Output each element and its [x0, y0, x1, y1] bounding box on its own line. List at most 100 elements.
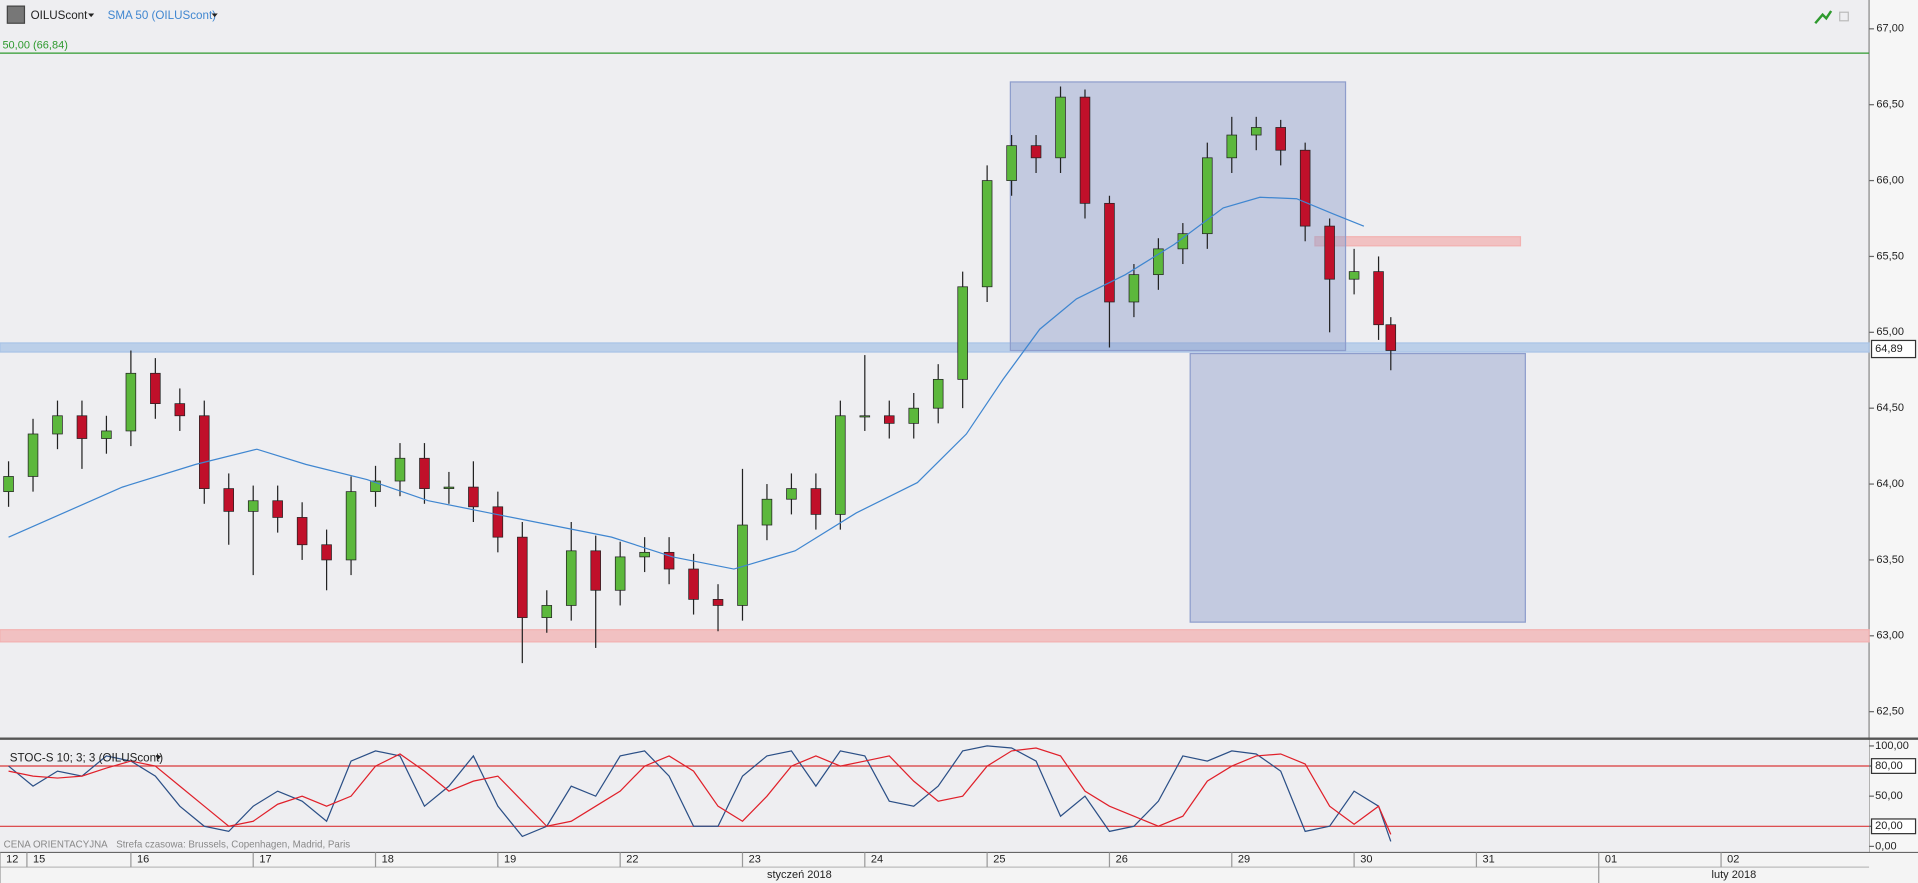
- dropdown-arrow[interactable]: [88, 13, 95, 18]
- price-band: [0, 342, 1870, 353]
- candle-body: [541, 605, 553, 618]
- candle-body: [3, 476, 14, 493]
- x-tick-label: 22: [626, 854, 638, 866]
- x-tick-label: 17: [259, 854, 271, 866]
- price-band: [1314, 236, 1522, 247]
- candle-body: [101, 430, 112, 439]
- candle-body: [1299, 149, 1311, 227]
- candle-body: [443, 486, 455, 489]
- x-tick-label: 12: [6, 854, 18, 866]
- stoch-line: [8, 747, 1392, 835]
- candle-body: [296, 517, 308, 546]
- indicator-legend[interactable]: SMA 50 (OILUScont): [108, 9, 217, 22]
- candle-body: [419, 457, 430, 489]
- date-axis-bg: [0, 852, 1918, 883]
- x-tick-label: 18: [382, 854, 394, 866]
- candle-body: [639, 551, 650, 558]
- candle-body: [345, 491, 357, 561]
- y-tick-label: 66,50: [1876, 99, 1904, 111]
- candle-body: [76, 415, 88, 439]
- y-tick-label: 80,00: [1875, 760, 1903, 772]
- candle-body: [957, 286, 968, 380]
- candle-body: [1006, 145, 1017, 181]
- level-label: 50,00 (66,84): [2, 40, 67, 52]
- candle-body: [1055, 96, 1066, 159]
- y-tick-label: 67,00: [1876, 23, 1904, 35]
- candle-body: [27, 433, 39, 477]
- last-price-label: 64,89: [1875, 343, 1903, 355]
- candle-body: [223, 488, 235, 512]
- x-tick-label: 02: [1727, 854, 1739, 866]
- candle-body: [199, 415, 210, 489]
- candle-body: [932, 378, 944, 409]
- candle-body: [835, 415, 846, 515]
- y-tick-label: 64,00: [1876, 478, 1904, 490]
- symbol-icon[interactable]: [6, 5, 26, 24]
- candle-body: [468, 486, 479, 508]
- main-plot-bg: [0, 0, 1870, 738]
- tick-box: [1870, 758, 1917, 774]
- y-tick-label: 0,00: [1875, 840, 1896, 852]
- candle-body: [1079, 96, 1091, 204]
- symbol-label[interactable]: OILUScont: [31, 9, 89, 22]
- candle-body: [614, 556, 626, 591]
- plot-layer: 67,00 66,50 66,00 65,50 65,00 64,50 64,00 63,50…: [0, 23, 1904, 842]
- candle-body: [1104, 202, 1115, 303]
- candle-body: [174, 403, 186, 417]
- timezone-note: Strefa czasowa: Brussels, Copenhagen, Ma…: [116, 840, 350, 851]
- candle-body: [810, 488, 822, 515]
- candle-body: [1226, 134, 1238, 159]
- candle-body: [786, 488, 797, 500]
- candle-body: [1202, 157, 1213, 235]
- candle-body: [688, 568, 699, 600]
- stoch-plot-bg: [0, 739, 1870, 853]
- x-tick-label: 01: [1605, 854, 1617, 866]
- candle-body: [492, 506, 504, 538]
- x-tick-label: 29: [1238, 854, 1250, 866]
- price-note: CENA ORIENTACYJNA: [4, 840, 108, 851]
- x-tick-label: 19: [504, 854, 516, 866]
- candle-body: [859, 415, 871, 418]
- month-label: luty 2018: [1712, 869, 1757, 881]
- y-tick-label: 64,50: [1876, 402, 1904, 414]
- candle-body: [1373, 271, 1384, 326]
- range-zone: [1009, 81, 1347, 352]
- stoch-title[interactable]: STOC-S 10; 3; 3 (OILUScont): [10, 751, 163, 764]
- y-tick-label: 65,50: [1876, 250, 1904, 262]
- y-tick-label: 65,00: [1876, 326, 1904, 338]
- candle-body: [370, 480, 381, 493]
- candle-body: [517, 536, 528, 618]
- candle-body: [1250, 127, 1262, 136]
- price-band: [0, 629, 1870, 643]
- candle-body: [761, 498, 773, 526]
- candle-body: [884, 415, 895, 424]
- y-tick-label: 66,00: [1876, 174, 1904, 186]
- candle-body: [1324, 225, 1335, 280]
- x-tick-label: 15: [33, 854, 45, 866]
- candle-body: [150, 372, 161, 404]
- candle-body: [247, 500, 259, 512]
- x-tick-label: 30: [1360, 854, 1372, 866]
- candle-body: [1275, 127, 1286, 151]
- y-tick-label: 62,50: [1876, 706, 1904, 718]
- x-tick-label: 24: [871, 854, 883, 866]
- window-icon[interactable]: [1839, 11, 1849, 22]
- trend-icon[interactable]: [1814, 10, 1833, 25]
- candle-body: [663, 551, 675, 570]
- candle-body: [52, 415, 63, 435]
- dropdown-arrow[interactable]: [211, 13, 218, 18]
- y-tick-label: 63,00: [1876, 630, 1904, 642]
- candle-body: [1128, 274, 1140, 303]
- x-tick-label: 16: [137, 854, 149, 866]
- price-axis-bg: [1869, 0, 1918, 883]
- candle-body: [321, 544, 332, 561]
- x-tick-label: 25: [993, 854, 1005, 866]
- candle-body: [1385, 324, 1397, 351]
- month-label: styczeń 2018: [767, 869, 832, 881]
- candle-body: [1153, 248, 1164, 276]
- range-zone: [1189, 352, 1526, 623]
- stoch-line: [8, 745, 1392, 842]
- candle-body: [565, 550, 577, 606]
- dropdown-arrow[interactable]: [155, 755, 162, 760]
